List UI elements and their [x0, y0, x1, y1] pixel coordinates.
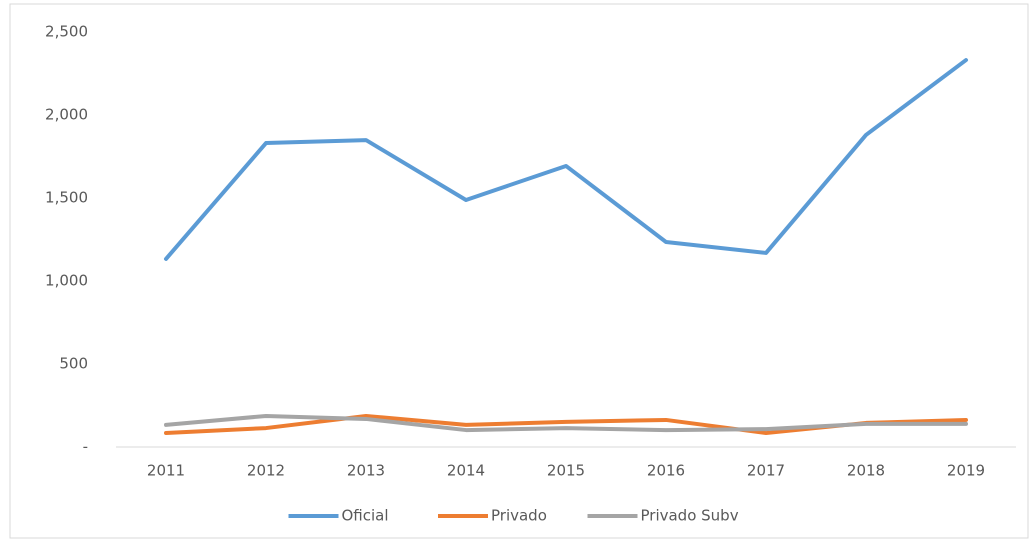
- line-series: [164, 413, 968, 433]
- x-tick-label: 2012: [247, 462, 285, 480]
- x-tick-label: 2016: [647, 462, 685, 480]
- x-tick-label: 2013: [347, 462, 385, 480]
- legend-label: Oficial: [342, 507, 389, 525]
- y-tick-label: -: [83, 438, 88, 456]
- x-tick-label: 2011: [147, 462, 185, 480]
- y-tick-label: 1,500: [45, 189, 88, 207]
- y-tick-label: 1,000: [45, 272, 88, 290]
- line-series: [164, 58, 968, 261]
- legend-label: Privado Subv: [641, 507, 739, 525]
- x-tick-label: 2018: [847, 462, 885, 480]
- legend-label: Privado: [491, 507, 547, 525]
- y-tick-label: 500: [59, 355, 88, 373]
- x-tick-label: 2015: [547, 462, 585, 480]
- x-tick-label: 2017: [747, 462, 785, 480]
- y-tick-label: 2,500: [45, 23, 88, 41]
- x-tick-label: 2014: [447, 462, 485, 480]
- chart-frame: [9, 3, 1029, 539]
- y-tick-label: 2,000: [45, 106, 88, 124]
- x-tick-label: 2019: [947, 462, 985, 480]
